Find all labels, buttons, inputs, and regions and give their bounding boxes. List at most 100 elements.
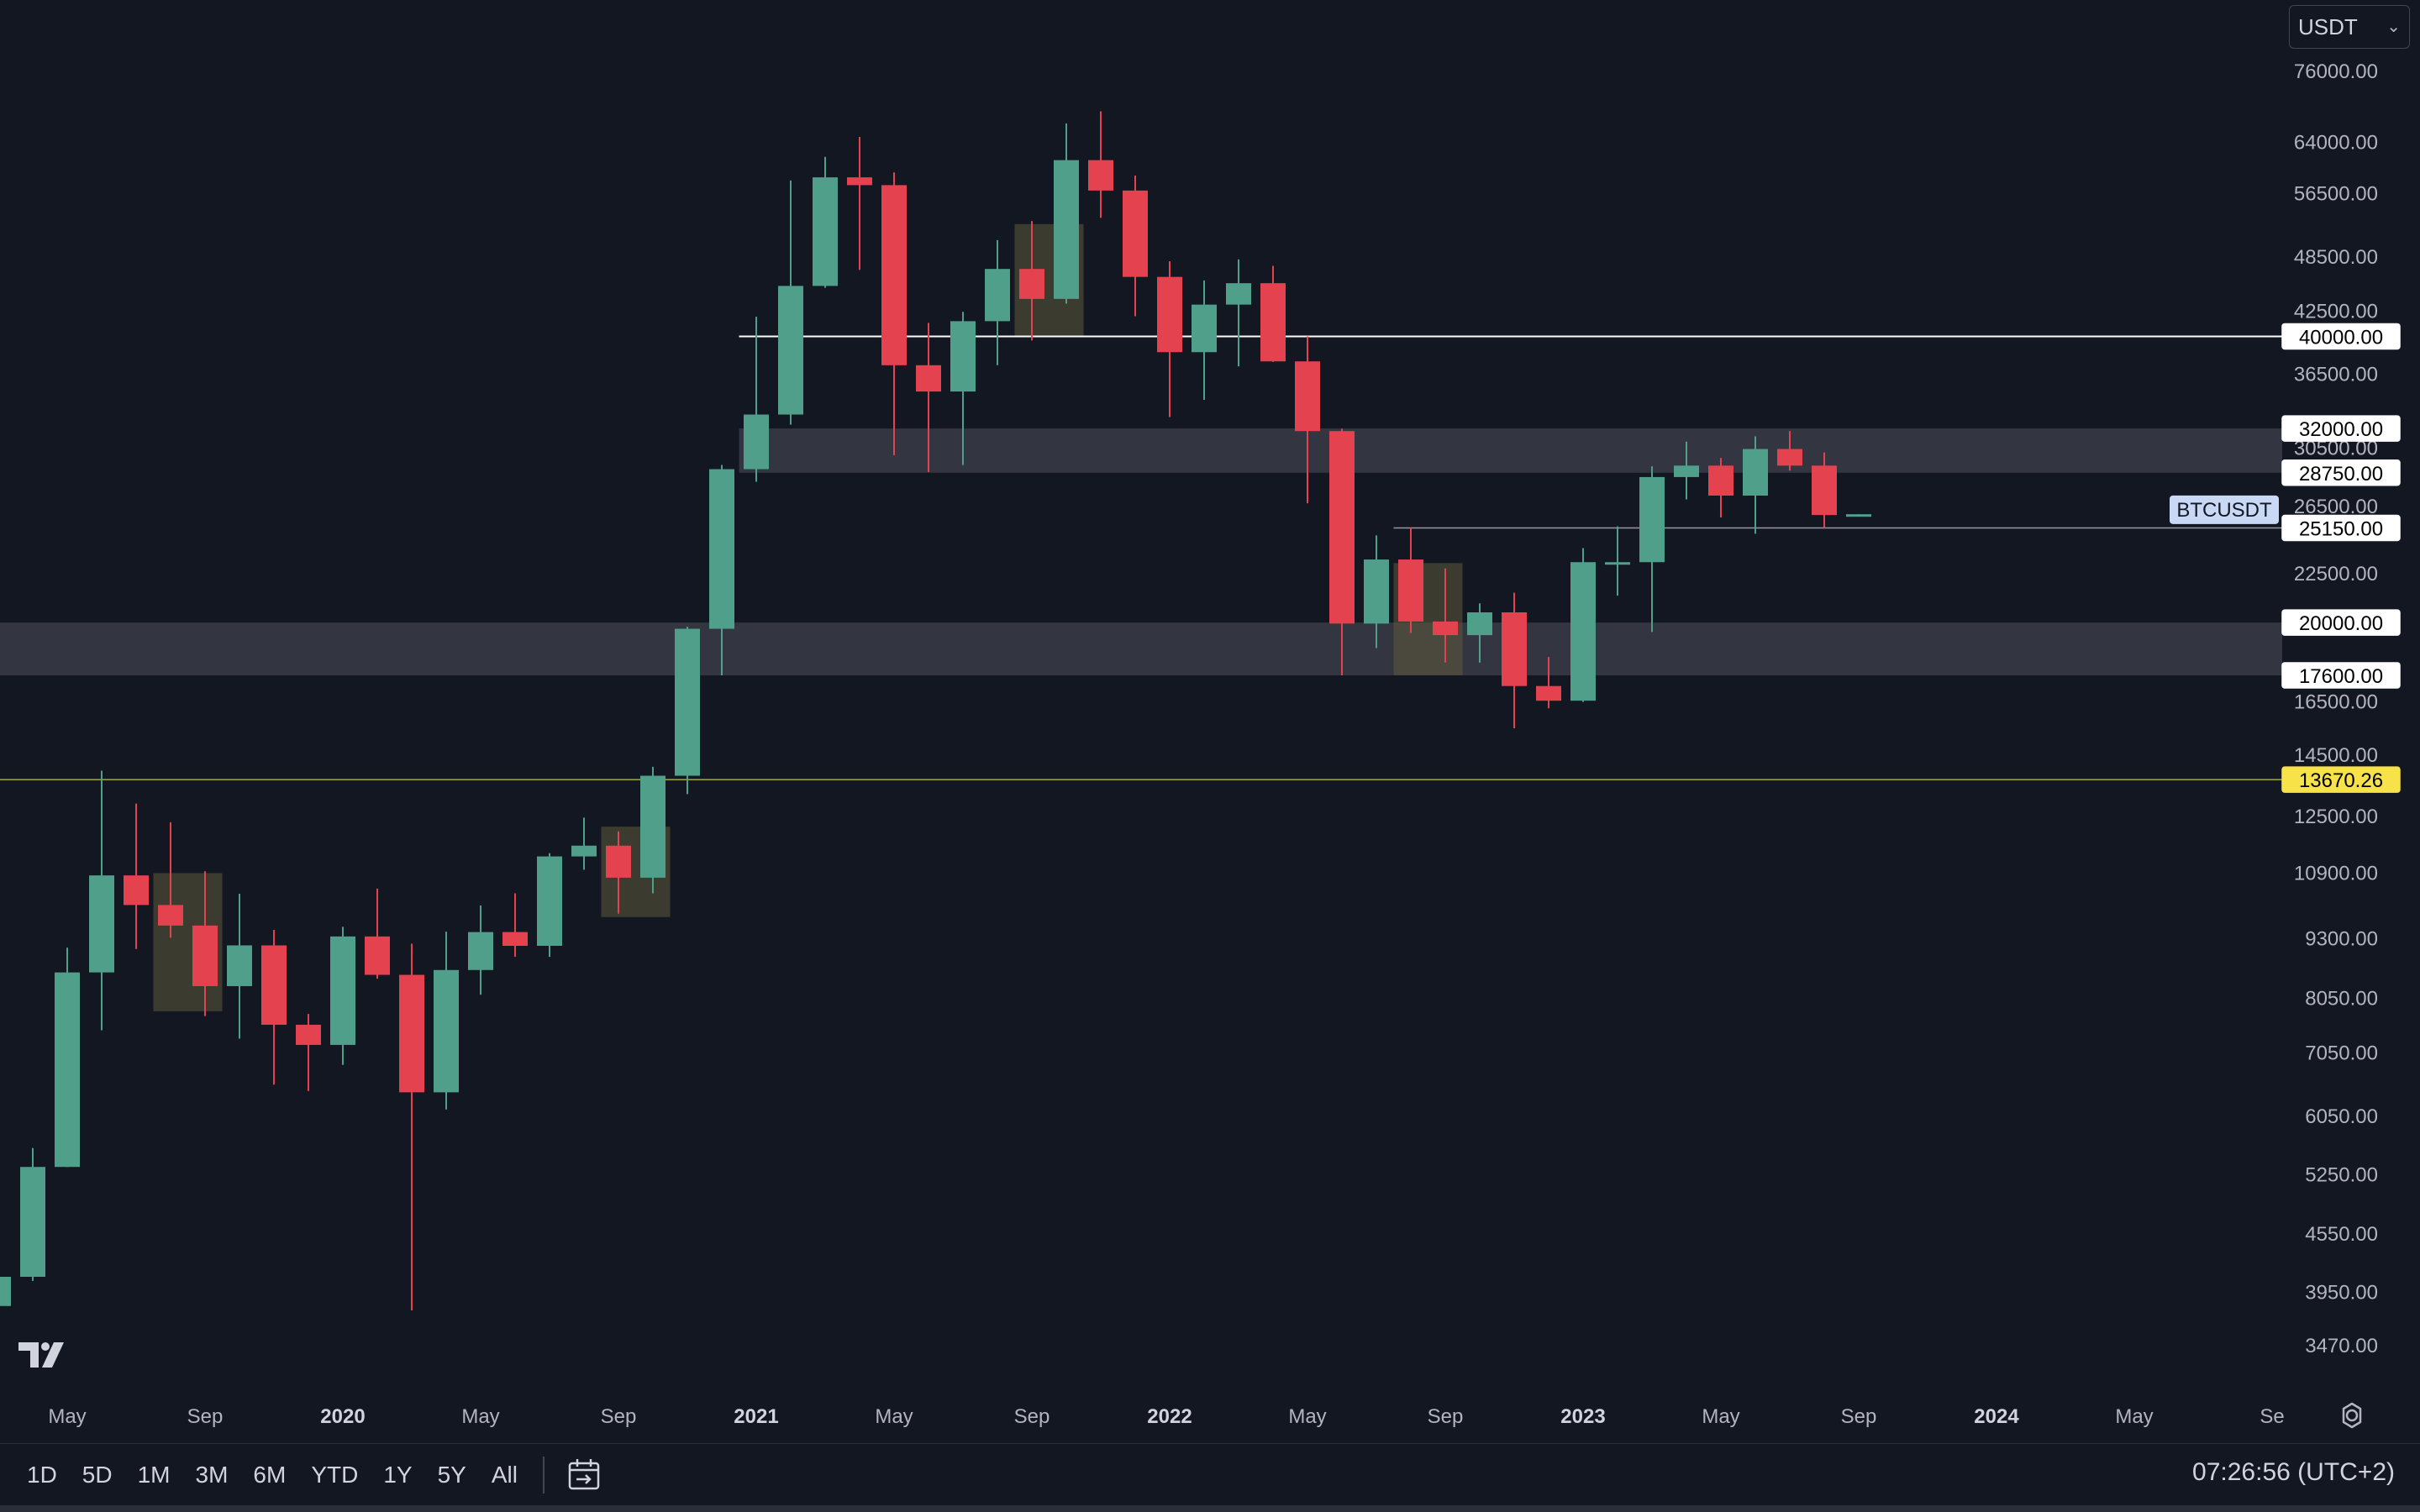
zone-price-label[interactable]: 17600.00 [2281, 662, 2401, 689]
level-price-label[interactable]: 25150.00 [2281, 514, 2401, 542]
candle[interactable] [950, 312, 976, 465]
candle[interactable] [1364, 535, 1389, 648]
zone-price-label-text: 28750.00 [2299, 463, 2383, 486]
candle[interactable] [606, 831, 631, 914]
candle-body [675, 628, 700, 776]
candle-body [1088, 160, 1113, 191]
range-button-all[interactable]: All [491, 1462, 518, 1488]
candle[interactable] [916, 323, 941, 472]
candle-body [1329, 431, 1355, 624]
calendar-goto-icon[interactable] [566, 1457, 603, 1494]
time-tick-label: 2021 [734, 1405, 778, 1428]
zone-price-label[interactable]: 32000.00 [2281, 415, 2401, 442]
range-button-ytd[interactable]: YTD [311, 1462, 359, 1488]
candle[interactable] [1846, 514, 1871, 517]
candle[interactable] [192, 871, 218, 1016]
range-button-6m[interactable]: 6M [253, 1462, 287, 1488]
candle[interactable] [502, 893, 528, 958]
candle[interactable] [675, 627, 700, 795]
candle[interactable] [1433, 568, 1458, 663]
candle[interactable] [1708, 458, 1733, 517]
range-button-1d[interactable]: 1D [27, 1462, 57, 1488]
candle[interactable] [468, 905, 493, 995]
candle[interactable] [1605, 526, 1630, 596]
candle[interactable] [227, 893, 252, 1039]
zone-price-label[interactable]: 20000.00 [2281, 609, 2401, 636]
candle[interactable] [1019, 221, 1044, 341]
tradingview-logo-icon[interactable] [18, 1342, 71, 1368]
candle[interactable] [571, 817, 597, 870]
candle[interactable] [365, 888, 390, 979]
candle[interactable] [1536, 657, 1561, 709]
candle[interactable] [261, 930, 287, 1085]
candle[interactable] [1192, 280, 1217, 401]
candle-body [1433, 621, 1458, 636]
candle[interactable] [985, 239, 1010, 365]
candle-body [985, 269, 1010, 322]
candle[interactable] [20, 1147, 45, 1281]
candle[interactable] [881, 172, 907, 455]
candle[interactable] [1812, 452, 1837, 528]
level-price-label[interactable]: 40000.00 [2281, 323, 2401, 350]
candle[interactable] [434, 932, 459, 1110]
candle-body [916, 365, 941, 392]
gear-icon[interactable] [2338, 1401, 2366, 1430]
candle[interactable] [399, 943, 424, 1310]
range-button-3m[interactable]: 3M [195, 1462, 229, 1488]
candle[interactable] [1639, 466, 1665, 633]
candle[interactable] [1260, 265, 1286, 362]
candle-body [1743, 449, 1768, 496]
candle[interactable] [1398, 527, 1423, 633]
candle[interactable] [1054, 123, 1079, 304]
candle[interactable] [744, 317, 769, 482]
symbol-tag[interactable]: BTCUSDT [2170, 495, 2279, 524]
candle[interactable] [0, 1275, 11, 1316]
candle[interactable] [1570, 548, 1596, 702]
candle[interactable] [296, 1014, 321, 1091]
candle[interactable] [55, 948, 80, 1168]
range-button-1y[interactable]: 1Y [383, 1462, 413, 1488]
candle[interactable] [709, 465, 734, 675]
candle-body [192, 925, 218, 986]
candle[interactable] [847, 136, 872, 270]
candle[interactable] [1295, 336, 1320, 504]
candle[interactable] [1226, 259, 1251, 367]
candle[interactable] [330, 927, 355, 1065]
zone-price-label[interactable]: 28750.00 [2281, 459, 2401, 486]
range-button-1m[interactable]: 1M [137, 1462, 171, 1488]
candle[interactable] [1674, 441, 1699, 500]
candle[interactable] [1777, 431, 1802, 471]
candle-body [1123, 190, 1148, 277]
candle-body [1226, 283, 1251, 305]
candle[interactable] [640, 766, 666, 894]
time-axis[interactable]: May Sep 2020 May Sep 2021 May Sep 2022 May Sep 2023… [48, 1405, 2284, 1428]
current-price-label[interactable]: 13670.26 [2281, 766, 2401, 793]
candle[interactable] [158, 822, 183, 938]
candle[interactable] [778, 180, 803, 425]
candle[interactable] [1157, 260, 1182, 417]
candle[interactable] [1329, 428, 1355, 675]
candle[interactable] [89, 770, 114, 1031]
zone-price-label-text: 32000.00 [2299, 418, 2383, 441]
candle[interactable] [1467, 603, 1492, 663]
candle[interactable] [1123, 176, 1148, 317]
candle[interactable] [1502, 592, 1527, 729]
zone-price-label-text: 20000.00 [2299, 612, 2383, 635]
price-tick-label: 3950.00 [2305, 1281, 2378, 1304]
candle[interactable] [124, 803, 149, 949]
clock[interactable]: 07:26:56 (UTC+2) [2192, 1458, 2395, 1486]
price-tick-label: 36500.00 [2294, 363, 2378, 386]
candle[interactable] [813, 156, 838, 288]
candle[interactable] [537, 853, 562, 958]
candle-body [330, 936, 355, 1045]
time-tick-label: May [1702, 1405, 1739, 1428]
price-axis[interactable]: 76000.00 64000.00 56500.00 48500.00 42500.00… [2294, 60, 2378, 1357]
candle[interactable] [1743, 436, 1768, 534]
currency-select[interactable]: USDT ⌄ [2289, 5, 2410, 49]
candle[interactable] [1088, 111, 1113, 218]
range-button-5y[interactable]: 5Y [437, 1462, 466, 1488]
candle-body [227, 945, 252, 986]
range-button-5d[interactable]: 5D [82, 1462, 113, 1488]
candle-body [813, 177, 838, 286]
